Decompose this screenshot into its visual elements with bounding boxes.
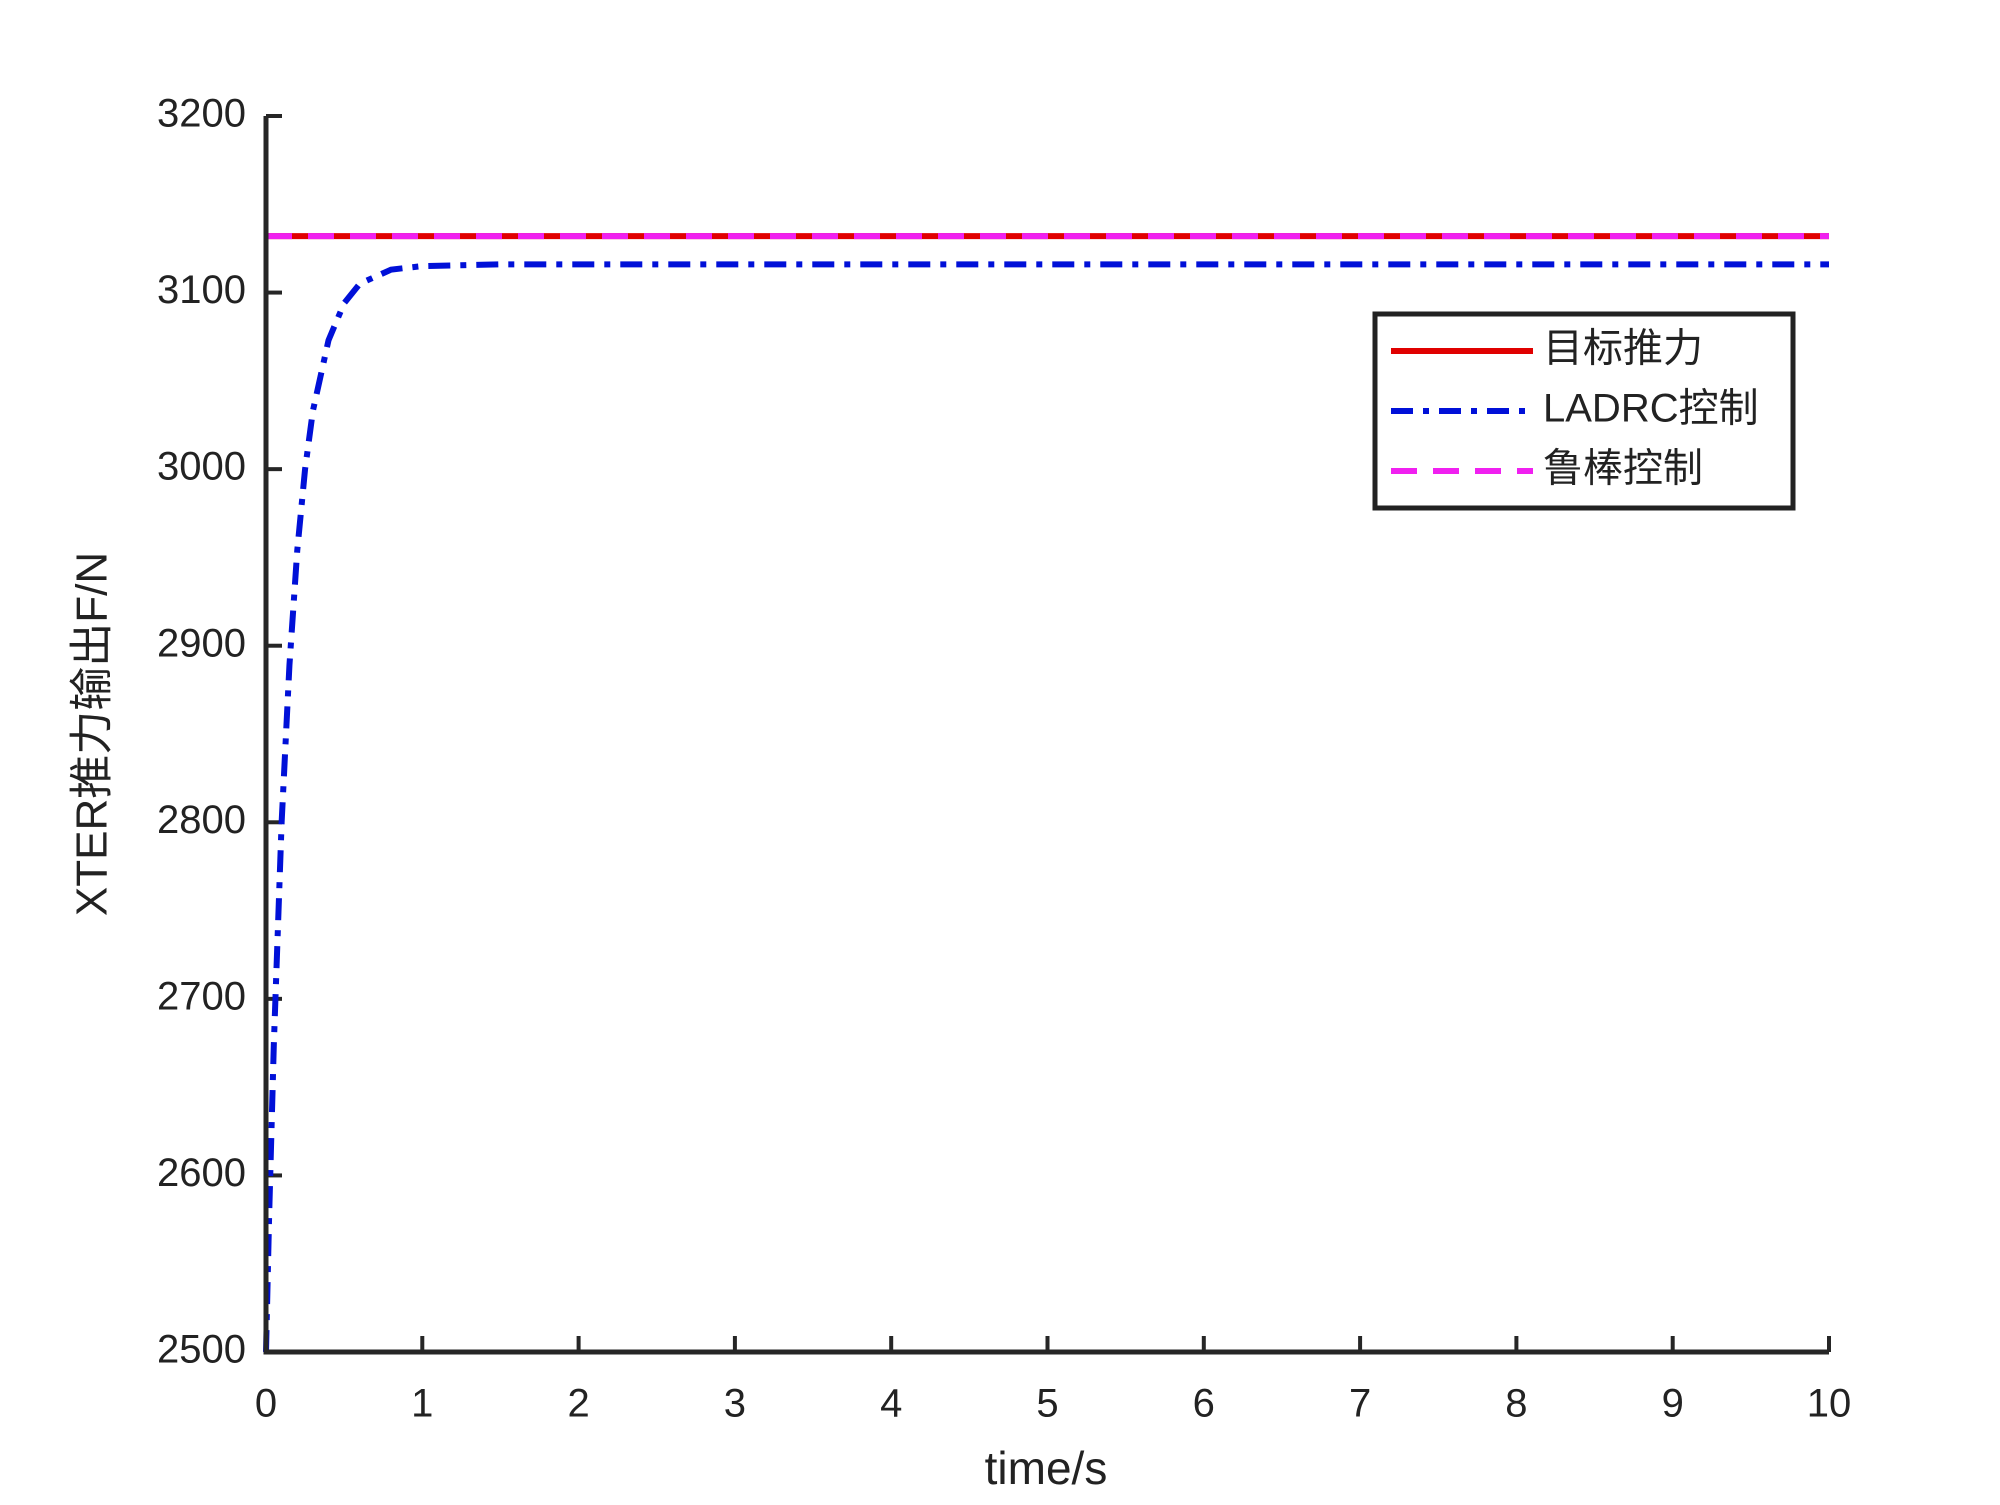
y-tick-label: 2700 — [157, 974, 246, 1018]
y-tick-label: 2500 — [157, 1328, 246, 1372]
y-tick-label: 3200 — [157, 92, 246, 136]
y-tick-label: 2600 — [157, 1151, 246, 1195]
x-tick-label: 5 — [1036, 1382, 1058, 1426]
x-tick-label: 9 — [1662, 1382, 1684, 1426]
x-tick-label: 7 — [1349, 1382, 1371, 1426]
series-line — [263, 261, 1829, 1353]
legend-label: LADRC控制 — [1543, 387, 1759, 431]
x-tick-label: 6 — [1193, 1382, 1215, 1426]
x-tick-label: 4 — [880, 1382, 902, 1426]
axis-line — [263, 116, 1829, 1355]
y-tick-label: 3100 — [157, 268, 246, 312]
x-tick-label: 1 — [411, 1382, 433, 1426]
x-axis-label: time/s — [985, 1442, 1108, 1494]
x-tick-label: 3 — [724, 1382, 746, 1426]
x-tick-label: 2 — [567, 1382, 589, 1426]
x-tick-label: 10 — [1807, 1382, 1852, 1426]
legend-label: 鲁棒控制 — [1543, 447, 1703, 491]
x-tick-label: 0 — [255, 1382, 277, 1426]
x-tick-label: 8 — [1505, 1382, 1527, 1426]
legend-box — [1372, 311, 1796, 511]
y-tick-label: 2900 — [157, 621, 246, 665]
legend-label: 目标推力 — [1543, 327, 1703, 371]
y-tick-label: 3000 — [157, 445, 246, 489]
y-tick-label: 2800 — [157, 798, 246, 842]
y-axis-label: XTER推力输出F/N — [68, 552, 117, 916]
